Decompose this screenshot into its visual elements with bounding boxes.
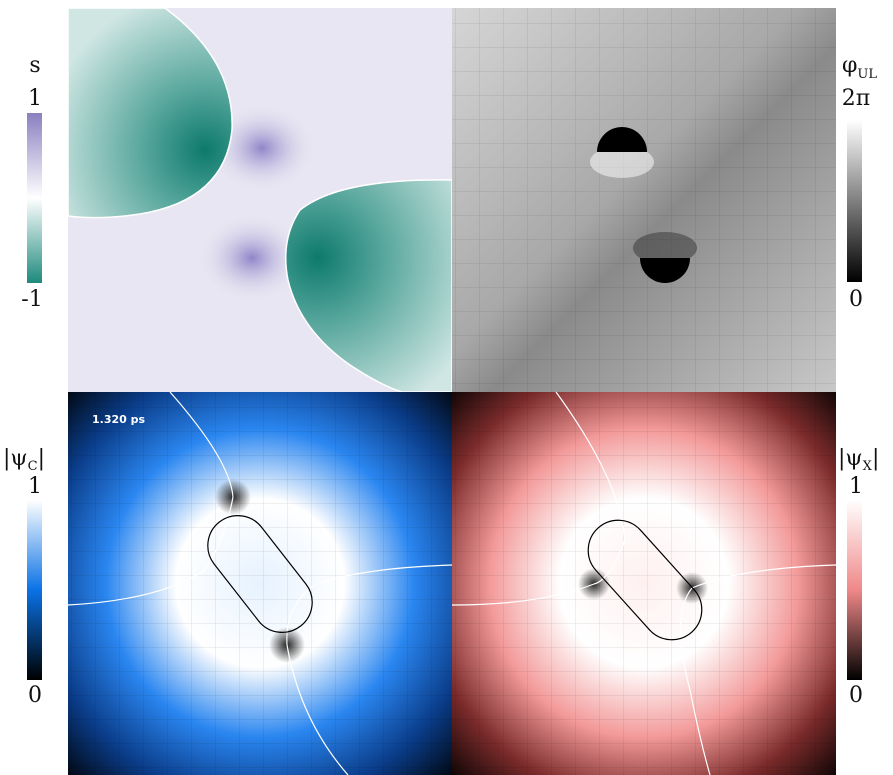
subscript: C <box>28 459 38 474</box>
colorbar-label: φUL <box>842 53 877 82</box>
colorbar-s: s 1 -1 <box>21 53 42 312</box>
symbol: |ψ <box>838 446 863 471</box>
panel-psi-x <box>451 391 837 775</box>
min-label: -1 <box>21 287 42 312</box>
colorbar-psi-c: |ψC| 1 0 <box>3 446 45 708</box>
min-label: 0 <box>28 683 42 708</box>
max-label: 1 <box>28 474 42 499</box>
symbol: φ <box>842 53 857 78</box>
max-label: 1 <box>849 474 863 499</box>
timestamp: 1.320 ps <box>92 413 145 426</box>
symbol: s <box>29 53 40 78</box>
colorbar-psi-x: |ψX| 1 0 <box>838 446 879 708</box>
min-label: 0 <box>849 287 863 312</box>
colorbar-label: |ψC| <box>3 446 45 474</box>
colorbar-label: |ψX| <box>838 446 879 474</box>
max-label: 1 <box>28 86 42 111</box>
min-label: 0 <box>849 683 863 708</box>
max-label: 2π <box>842 86 870 111</box>
subscript: X <box>863 459 873 474</box>
symbol: |ψ <box>3 446 28 471</box>
suffix: | <box>872 446 879 471</box>
colorbar-label: s <box>29 53 40 78</box>
colorbar-phase: φUL 2π 0 <box>842 53 878 312</box>
subscript: UL <box>857 67 877 82</box>
panel-phase <box>452 8 836 392</box>
panel-s <box>67 7 453 393</box>
suffix: | <box>38 446 45 471</box>
panel-psi-c: 1.320 ps <box>67 391 453 775</box>
